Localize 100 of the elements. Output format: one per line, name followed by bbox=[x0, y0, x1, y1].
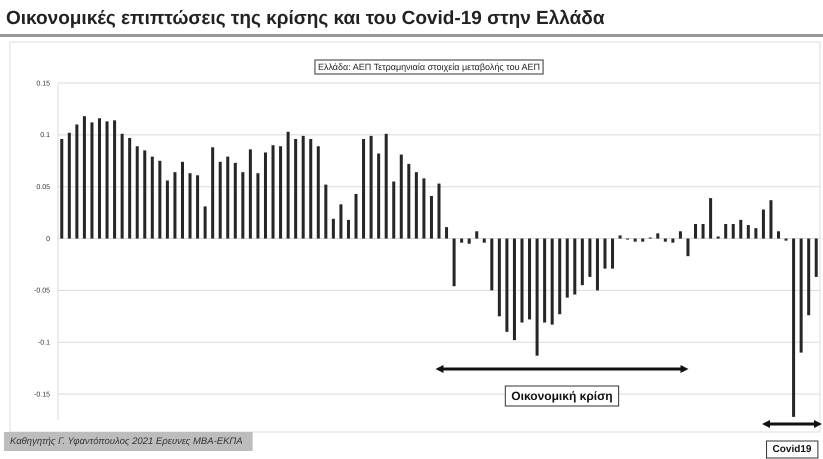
bar bbox=[437, 184, 441, 239]
bar bbox=[362, 138, 366, 239]
bar bbox=[769, 200, 772, 239]
bar bbox=[234, 162, 237, 239]
bar bbox=[339, 204, 342, 239]
bar bbox=[702, 224, 705, 239]
bar bbox=[392, 182, 396, 239]
bar bbox=[400, 154, 403, 239]
bar bbox=[324, 184, 328, 239]
bar bbox=[279, 146, 282, 239]
bar bbox=[90, 122, 94, 239]
bar bbox=[332, 218, 335, 239]
bar bbox=[82, 116, 86, 239]
bar bbox=[226, 156, 230, 239]
bar bbox=[452, 238, 456, 286]
text: Καθηγητής Γ. Υφαντόπουλος 2021 Ερευνες ΜΒΑ-ΕΚΠΑ bbox=[10, 436, 243, 447]
bar bbox=[709, 198, 712, 239]
bar bbox=[128, 138, 132, 239]
bar bbox=[686, 238, 690, 256]
bar bbox=[807, 238, 810, 316]
bar bbox=[603, 238, 606, 269]
bar bbox=[792, 238, 796, 417]
bar bbox=[656, 233, 660, 239]
bar bbox=[75, 124, 78, 239]
bar bbox=[762, 210, 765, 239]
bar bbox=[286, 132, 290, 239]
bar bbox=[143, 150, 146, 239]
bar bbox=[550, 238, 554, 325]
bar bbox=[724, 224, 728, 239]
bar bbox=[302, 136, 305, 239]
bar bbox=[248, 149, 252, 239]
bar bbox=[241, 172, 244, 239]
bar bbox=[113, 120, 116, 239]
bar bbox=[566, 238, 569, 298]
bar bbox=[618, 235, 622, 239]
bar bbox=[188, 173, 192, 239]
bar bbox=[150, 156, 154, 239]
bar bbox=[196, 175, 200, 239]
bar bbox=[180, 162, 184, 239]
bar bbox=[611, 238, 614, 269]
bar bbox=[505, 238, 508, 332]
bar bbox=[120, 134, 124, 239]
bar bbox=[414, 172, 418, 239]
bar bbox=[814, 238, 818, 277]
bar bbox=[468, 238, 471, 244]
bar bbox=[407, 164, 410, 239]
bar bbox=[211, 147, 214, 239]
bar bbox=[316, 146, 320, 239]
chart-subtitle: Ελλάδα: ΑΕΠ Τετραμηνιαία στοιχεία μεταβολής του ΑΕΠ bbox=[318, 62, 540, 72]
bar bbox=[716, 236, 720, 239]
bar bbox=[106, 121, 109, 239]
bar bbox=[732, 224, 735, 239]
bar bbox=[430, 196, 433, 239]
bar bbox=[68, 132, 71, 239]
bar bbox=[370, 136, 373, 239]
bar bbox=[536, 238, 539, 356]
bar bbox=[573, 238, 576, 295]
bar bbox=[543, 238, 546, 323]
bar bbox=[671, 238, 674, 243]
bar bbox=[460, 238, 464, 243]
bar bbox=[490, 238, 494, 290]
bar bbox=[694, 224, 698, 239]
bar bbox=[558, 238, 562, 314]
bar bbox=[256, 173, 260, 239]
bar bbox=[482, 238, 486, 243]
bar bbox=[588, 238, 592, 277]
bar bbox=[218, 162, 222, 239]
bar bbox=[158, 160, 162, 239]
bar bbox=[746, 225, 750, 239]
bar bbox=[520, 238, 524, 323]
bar bbox=[354, 194, 358, 239]
bar bbox=[634, 238, 637, 242]
bar bbox=[98, 118, 102, 239]
bar bbox=[641, 238, 644, 242]
bar bbox=[596, 238, 599, 290]
text: Covid19 bbox=[772, 444, 812, 455]
bar bbox=[498, 238, 501, 316]
bar bbox=[384, 134, 388, 239]
bar bbox=[445, 227, 448, 239]
bar bbox=[173, 172, 176, 239]
bar bbox=[678, 231, 682, 239]
chart-title: Οικονομικές επιπτώσεις της κρίσης και του Covid-19 στην Ελλάδα bbox=[6, 8, 605, 29]
bar bbox=[294, 138, 298, 239]
bar bbox=[580, 238, 584, 286]
bar bbox=[422, 178, 426, 239]
bar bbox=[754, 228, 758, 239]
bar bbox=[528, 238, 532, 320]
bar bbox=[377, 154, 380, 239]
bar bbox=[309, 138, 312, 239]
bar bbox=[264, 152, 267, 239]
bar bbox=[346, 220, 350, 239]
bar bbox=[800, 238, 803, 353]
bar bbox=[60, 138, 64, 239]
bar bbox=[166, 180, 169, 239]
bar bbox=[136, 146, 139, 239]
bar bbox=[776, 231, 780, 239]
bar bbox=[739, 220, 742, 239]
annotation: Οικονομική κρίση bbox=[511, 389, 613, 403]
bar bbox=[664, 238, 667, 242]
bar bbox=[475, 231, 478, 239]
